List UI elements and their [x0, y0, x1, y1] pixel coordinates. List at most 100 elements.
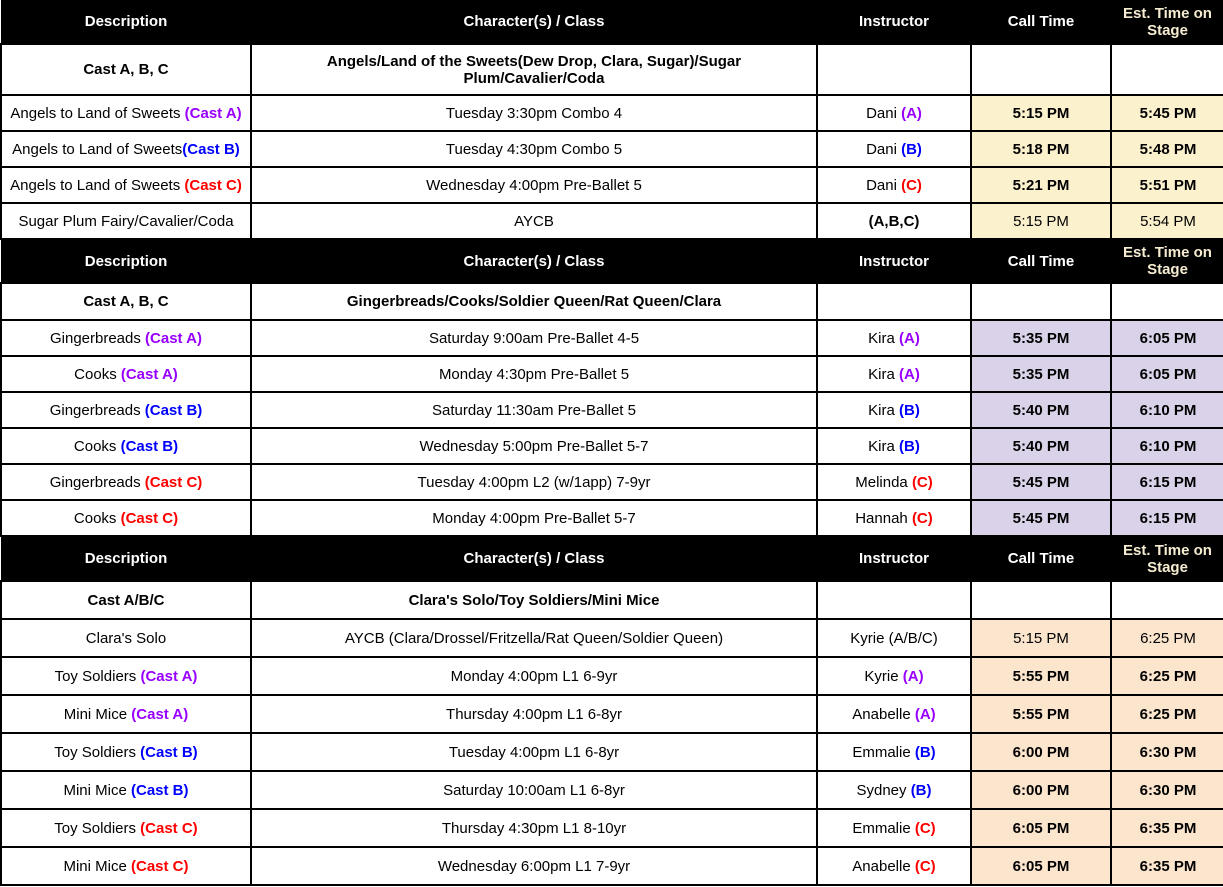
instructor-cell: Hannah (C)	[816, 499, 972, 537]
call-time-cell: 5:15 PM	[970, 94, 1112, 132]
description-text: Gingerbreads	[49, 401, 145, 419]
group-instructor-cell	[816, 43, 972, 96]
schedule-row: Mini Mice (Cast B) Saturday 10:00am L1 6…	[0, 770, 1223, 810]
class-cell: Tuesday 4:30pm Combo 5	[250, 130, 818, 168]
instructor-name: Kira	[868, 365, 899, 383]
section-header-row: Description Character(s) / Class Instruc…	[1, 536, 1223, 581]
description-text: Cooks	[73, 437, 121, 455]
description-text: Mini Mice	[63, 705, 132, 723]
description-cell: Mini Mice (Cast A)	[0, 694, 252, 734]
description-text: Mini Mice	[63, 781, 131, 799]
description-text: Gingerbreads	[49, 473, 145, 491]
est-time-cell: 6:10 PM	[1110, 427, 1223, 465]
cast-label: (Cast C)	[184, 176, 242, 194]
instructor-cell: Anabelle (C)	[816, 846, 972, 886]
group-row: Cast A, B, C Angels/Land of the Sweets(D…	[0, 43, 1223, 96]
col-header-class: Character(s) / Class	[251, 536, 817, 581]
description-cell: Cooks (Cast A)	[0, 355, 252, 393]
est-time-cell: 6:15 PM	[1110, 463, 1223, 501]
cast-label: (Cast C)	[144, 473, 203, 491]
instructor-name: Dani	[866, 140, 902, 158]
schedule-row: Angels to Land of Sweets(Cast B) Tuesday…	[0, 130, 1223, 168]
instructor-cast-label: (C)	[911, 473, 933, 491]
call-time-cell: 5:45 PM	[970, 463, 1112, 501]
instructor-cell: Kira (B)	[816, 391, 972, 429]
instructor-cell: Anabelle (A)	[816, 694, 972, 734]
col-header-est-time: Est. Time on Stage	[1111, 0, 1223, 44]
call-time-cell: 5:35 PM	[970, 319, 1112, 357]
description-text: Mini Mice	[63, 857, 131, 875]
col-header-instructor: Instructor	[817, 536, 971, 581]
cast-label: (Cast A)	[184, 104, 242, 122]
instructor-cast-label: (C)	[914, 857, 936, 875]
description-cell: Angels to Land of Sweets (Cast C)	[0, 166, 252, 204]
group-call-time-cell	[970, 43, 1112, 96]
cast-label: (Cast B)	[182, 140, 240, 158]
description-cell: Toy Soldiers (Cast B)	[0, 732, 252, 772]
section-gingerbreads: Description Character(s) / Class Instruc…	[0, 239, 1223, 537]
section-claras-solo: Description Character(s) / Class Instruc…	[0, 536, 1223, 886]
class-cell: AYCB (Clara/Drossel/Fritzella/Rat Queen/…	[250, 618, 818, 658]
group-instructor-cell	[816, 580, 972, 620]
description-cell: Gingerbreads (Cast A)	[0, 319, 252, 357]
section-header-row: Description Character(s) / Class Instruc…	[1, 0, 1223, 44]
description-cell: Sugar Plum Fairy/Cavalier/Coda	[0, 202, 252, 240]
call-time-cell: 5:21 PM	[970, 166, 1112, 204]
description-text: Toy Soldiers	[54, 743, 141, 761]
col-header-est-time: Est. Time on Stage	[1111, 239, 1223, 283]
est-time-cell: 5:54 PM	[1110, 202, 1223, 240]
description-cell: Toy Soldiers (Cast A)	[0, 656, 252, 696]
class-cell: Wednesday 5:00pm Pre-Ballet 5-7	[250, 427, 818, 465]
call-time-cell: 5:40 PM	[970, 391, 1112, 429]
est-time-cell: 5:51 PM	[1110, 166, 1223, 204]
instructor-cell: Sydney (B)	[816, 770, 972, 810]
instructor-cast-label: (A)	[914, 705, 936, 723]
class-cell: Saturday 9:00am Pre-Ballet 4-5	[250, 319, 818, 357]
est-time-cell: 5:45 PM	[1110, 94, 1223, 132]
description-text: Toy Soldiers	[54, 667, 141, 685]
schedule-row: Toy Soldiers (Cast A) Monday 4:00pm L1 6…	[0, 656, 1223, 696]
est-time-cell: 6:15 PM	[1110, 499, 1223, 537]
instructor-cell: Dani (B)	[816, 130, 972, 168]
description-text: Gingerbreads	[49, 329, 146, 347]
class-cell: Saturday 10:00am L1 6-8yr	[250, 770, 818, 810]
schedule-row: Toy Soldiers (Cast B) Tuesday 4:00pm L1 …	[0, 732, 1223, 772]
schedule-row: Sugar Plum Fairy/Cavalier/Coda AYCB (A,B…	[0, 202, 1223, 240]
est-time-cell: 6:35 PM	[1110, 846, 1223, 886]
instructor-cell: Dani (A)	[816, 94, 972, 132]
instructor-cell: Dani (C)	[816, 166, 972, 204]
group-instructor-cell	[816, 282, 972, 321]
group-description-cell: Cast A, B, C	[0, 282, 252, 321]
class-cell: Tuesday 3:30pm Combo 4	[250, 94, 818, 132]
group-est-time-cell	[1110, 580, 1223, 620]
instructor-cell: (A,B,C)	[816, 202, 972, 240]
est-time-cell: 6:05 PM	[1110, 319, 1223, 357]
class-cell: Thursday 4:00pm L1 6-8yr	[250, 694, 818, 734]
est-time-cell: 6:30 PM	[1110, 732, 1223, 772]
instructor-name: Kira	[868, 437, 899, 455]
instructor-name: Sydney	[856, 781, 911, 799]
group-class-cell: Clara's Solo/Toy Soldiers/Mini Mice	[250, 580, 818, 620]
instructor-cell: Melinda (C)	[816, 463, 972, 501]
description-cell: Mini Mice (Cast C)	[0, 846, 252, 886]
group-class-cell: Gingerbreads/Cooks/Soldier Queen/Rat Que…	[250, 282, 818, 321]
instructor-name: Kyrie (A/B/C)	[850, 629, 938, 647]
instructor-cell: Kira (A)	[816, 319, 972, 357]
col-header-call-time: Call Time	[971, 239, 1111, 283]
cast-label: (Cast B)	[144, 401, 203, 419]
group-class-cell: Angels/Land of the Sweets(Dew Drop, Clar…	[250, 43, 818, 96]
cast-label: (Cast C)	[131, 857, 189, 875]
est-time-cell: 6:25 PM	[1110, 618, 1223, 658]
schedule-row: Gingerbreads (Cast B) Saturday 11:30am P…	[0, 391, 1223, 429]
schedule-row: Cooks (Cast A) Monday 4:30pm Pre-Ballet …	[0, 355, 1223, 393]
instructor-name: Hannah	[855, 509, 912, 527]
instructor-name: Emmalie	[852, 819, 915, 837]
col-header-description: Description	[1, 536, 251, 581]
instructor-cell: Kyrie (A/B/C)	[816, 618, 972, 658]
description-text: Toy Soldiers	[54, 819, 141, 837]
call-time-cell: 5:55 PM	[970, 694, 1112, 734]
call-time-cell: 6:05 PM	[970, 846, 1112, 886]
schedule-row: Mini Mice (Cast C) Wednesday 6:00pm L1 7…	[0, 846, 1223, 886]
instructor-name: Melinda	[855, 473, 912, 491]
schedule-row: Angels to Land of Sweets (Cast A) Tuesda…	[0, 94, 1223, 132]
